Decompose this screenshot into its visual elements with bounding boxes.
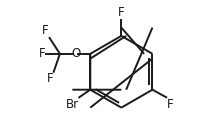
Text: F: F — [167, 98, 174, 111]
Text: F: F — [118, 6, 125, 19]
Text: F: F — [46, 72, 53, 85]
Text: F: F — [42, 24, 49, 37]
Text: O: O — [71, 47, 80, 60]
Text: Br: Br — [65, 98, 79, 111]
Text: F: F — [39, 47, 46, 60]
